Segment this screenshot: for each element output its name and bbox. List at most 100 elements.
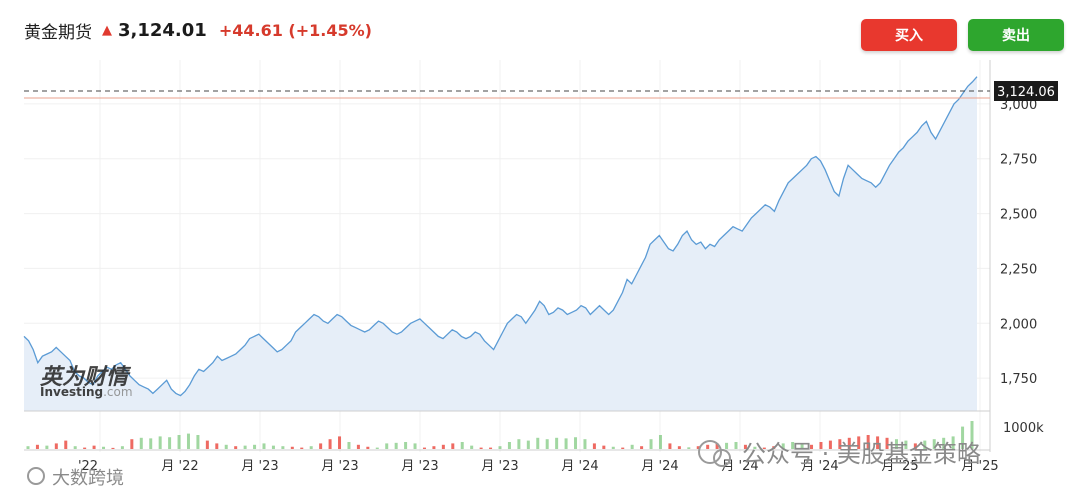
volume-bar [338,436,342,449]
volume-bar [290,446,294,449]
logo-cn-text: 英为财情 [40,365,132,390]
volume-bar [791,442,795,449]
volume-bar [583,439,587,449]
volume-bar [35,444,39,449]
x-tick-label: 月 '24 [561,459,598,474]
current-price-marker: 3,124.06 [24,81,1058,101]
volume-bar [92,445,96,449]
up-arrow-icon: ▲ [102,22,112,38]
volume-bar [649,439,653,449]
volume-bar [564,438,568,449]
x-tick-label: 月 '23 [241,459,278,474]
volume-bar [347,442,351,449]
volume-bar [715,443,719,449]
volume-bar [658,435,662,449]
volume-bar [630,444,634,449]
volume-bar [555,437,559,449]
y-tick-label: 2,750 [1000,153,1037,168]
volume-bar [904,440,908,449]
volume-bar [894,439,898,449]
volume-bar [951,436,955,449]
price-area [23,76,978,411]
bottom-left-text: 大数跨境 [52,468,124,489]
volume-bar [441,444,445,449]
logo-en-main: Investing [40,385,103,399]
x-tick-label: 月 '25 [881,459,918,474]
volume-bar [243,445,247,449]
volume-bar [923,440,927,449]
volume-bar [611,446,615,449]
volume-bar [205,440,209,449]
volume-bar [73,446,77,449]
brand-icon [27,467,45,485]
volume-bar [866,435,870,449]
volume-bar [696,446,700,449]
volume-bar [309,446,313,449]
volume-bars [26,421,974,449]
wechat-text: 公众号 · 美股基金策略 [742,440,981,468]
volume-bar [621,447,625,449]
x-tick-label: 月 '25 [961,459,998,474]
volume-bar [517,439,521,449]
volume-bar [366,446,370,449]
logo-en-text: Investing.com [40,385,133,399]
bottom-left-watermark: 大数跨境 [27,467,124,489]
volume-bar [470,445,474,449]
x-tick-label: 月 '22 [161,459,198,474]
volume-bar [64,440,68,449]
volume-bar [271,445,275,449]
volume-bar [838,439,842,449]
volume-bar [800,443,804,449]
volume-axis-label: 1000k [1003,421,1044,436]
x-tick-label: 月 '24 [641,459,678,474]
wechat-watermark: 公众号 · 美股基金策略 [698,440,981,468]
x-tick-label: 月 '23 [321,459,358,474]
volume-bar [706,444,710,449]
volume-bar [526,440,530,449]
volume-bar [356,444,360,449]
volume-bar [970,421,974,449]
x-tick-label: 月 '23 [401,459,438,474]
price-line [23,76,978,397]
volume-bar [186,433,190,449]
volume-bar [422,447,426,449]
volume-bar [592,443,596,449]
y-tick-label: 2,250 [1000,262,1037,277]
sell-button[interactable]: 卖出 [968,19,1064,51]
logo-en-suffix: .com [103,385,132,399]
instrument-header: 黄金期货 ▲ 3,124.01 +44.61 (+1.45%) [24,14,372,46]
x-tick-label: 月 '24 [801,459,838,474]
volume-bar [602,445,606,449]
volume-bar [574,437,578,449]
volume-bar [281,446,285,449]
volume-bar [819,442,823,449]
volume-bar [847,437,851,449]
volume-bar [45,445,49,449]
volume-bar [640,446,644,449]
volume-bar [734,442,738,449]
volume-bar [394,442,398,449]
volume-bar [743,444,747,449]
volume-bar [942,437,946,449]
volume-bar [762,447,766,449]
last-price: 3,124.01 [118,19,207,41]
x-tick-label: '22 [78,459,98,474]
volume-bar [885,437,889,449]
volume-bar [451,443,455,449]
volume-bar [772,446,776,449]
volume-bar [876,436,880,449]
y-tick-label: 2,000 [1000,317,1037,332]
volume-bar [385,443,389,449]
volume-bar [489,447,493,449]
volume-bar [677,446,681,449]
volume-bar [753,446,757,449]
volume-bar [545,439,549,449]
volume-bar [857,436,861,449]
volume-bar [413,443,417,449]
volume-bar [234,446,238,449]
volume-bar [54,443,58,449]
volume-bar [158,436,162,449]
buy-button[interactable]: 买入 [861,19,957,51]
volume-bar [139,437,143,449]
